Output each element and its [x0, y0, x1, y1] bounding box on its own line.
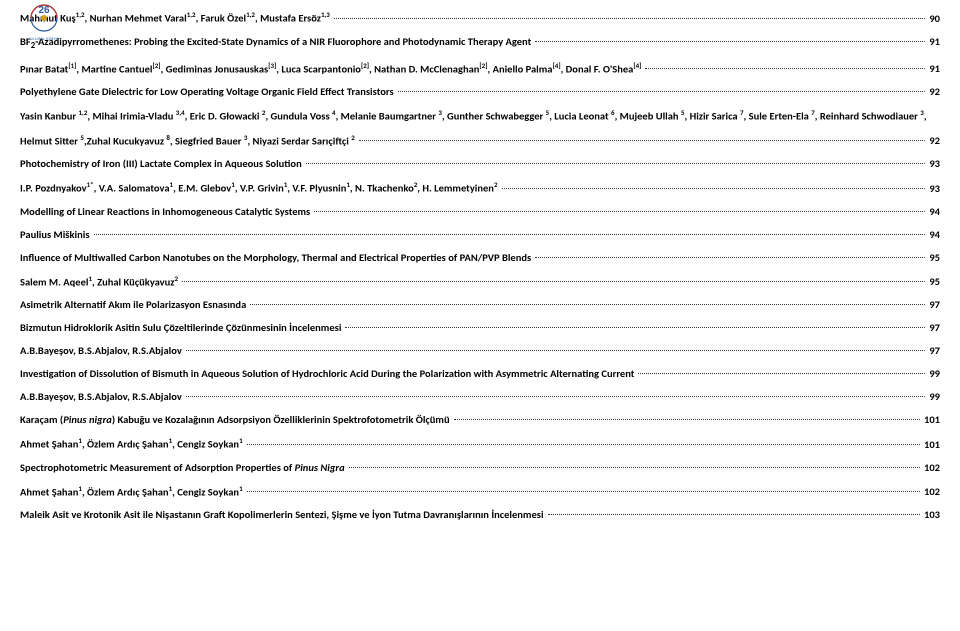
toc-label: Photochemistry of Iron (III) Lactate Com… — [20, 157, 302, 170]
toc-label: Salem M. Aqeel1, Zuhal Küçükyavuz2 — [20, 274, 178, 289]
toc-label: Spectrophotometric Measurement of Adsorp… — [20, 461, 345, 474]
toc-leader-dots — [247, 491, 920, 492]
toc-row: Influence of Multiwalled Carbon Nanotube… — [20, 251, 940, 264]
toc-row: Polyethylene Gate Dielectric for Low Ope… — [20, 85, 940, 98]
toc-leader-dots — [186, 350, 926, 351]
toc-page-number: 99 — [929, 390, 940, 403]
toc-leader-dots — [334, 18, 925, 19]
toc-row: Ahmet Şahan1, Özlem Ardıç Şahan1, Cengiz… — [20, 436, 940, 451]
toc-page-number: 102 — [924, 485, 940, 498]
toc-page-number: 101 — [924, 413, 940, 426]
toc-row: BF2-Azadipyrromethenes: Probing the Exci… — [20, 35, 940, 51]
toc-leader-dots — [548, 514, 921, 515]
toc-leader-dots — [314, 211, 925, 212]
toc-label: A.B.Bayeşov, B.S.Abjalov, R.S.Abjalov — [20, 390, 182, 403]
toc-label: BF2-Azadipyrromethenes: Probing the Exci… — [20, 35, 531, 51]
toc-row: Investigation of Dissolution of Bismuth … — [20, 367, 940, 380]
toc-page-number: 101 — [924, 438, 940, 451]
toc-leader-dots — [398, 91, 926, 92]
svg-text:ULUSAL KİMYA: ULUSAL KİMYA — [30, 36, 59, 41]
toc-page-number: 93 — [929, 157, 940, 170]
toc-leader-dots — [638, 373, 925, 374]
toc-page-number: 92 — [929, 134, 940, 147]
toc-page-number: 91 — [929, 62, 940, 75]
toc-label: A.B.Bayeşov, B.S.Abjalov, R.S.Abjalov — [20, 344, 182, 357]
toc-label: Modelling of Linear Reactions in Inhomog… — [20, 205, 310, 218]
toc-page-number: 103 — [924, 508, 940, 521]
toc-row: Modelling of Linear Reactions in Inhomog… — [20, 205, 940, 218]
toc-page-number: 95 — [929, 251, 940, 264]
toc-row: A.B.Bayeşov, B.S.Abjalov, R.S.Abjalov 97 — [20, 344, 940, 357]
toc-row: I.P. Pozdnyakov1*, V.A. Salomatova1, E.M… — [20, 180, 940, 195]
toc-leader-dots — [247, 444, 920, 445]
toc-row: Yasin Kanbur 1,2, Mihai Irimia-Vladu 3,4… — [20, 108, 940, 123]
toc-leader-dots — [535, 41, 925, 42]
toc-leader-dots — [182, 281, 925, 282]
toc-page-number: 94 — [929, 228, 940, 241]
toc-leader-dots — [645, 68, 925, 69]
toc-label: Asimetrik Alternatif Akım ile Polarizasy… — [20, 298, 246, 311]
svg-text:26: 26 — [38, 5, 50, 16]
toc-page-number: 90 — [929, 12, 940, 25]
toc-label: Maleik Asit ve Krotonik Asit ile Nişasta… — [20, 508, 544, 521]
toc-page: Mahmut Kuş1,2, Nurhan Mehmet Varal1,2, F… — [0, 0, 960, 541]
toc-row: Spectrophotometric Measurement of Adsorp… — [20, 461, 940, 474]
toc-page-number: 92 — [929, 85, 940, 98]
toc-leader-dots — [349, 467, 920, 468]
toc-row: Karaçam (Pinus nigra) Kabuğu ve Kozalağı… — [20, 413, 940, 426]
toc-row: Paulius Miškinis 94 — [20, 228, 940, 241]
toc-label: Mahmut Kuş1,2, Nurhan Mehmet Varal1,2, F… — [20, 10, 330, 25]
toc-leader-dots — [454, 419, 920, 420]
toc-leader-dots — [94, 234, 926, 235]
toc-page-number: 94 — [929, 205, 940, 218]
toc-row: Mahmut Kuş1,2, Nurhan Mehmet Varal1,2, F… — [20, 10, 940, 25]
toc-page-number: 97 — [929, 298, 940, 311]
toc-page-number: 91 — [929, 35, 940, 48]
toc-label: Influence of Multiwalled Carbon Nanotube… — [20, 251, 531, 264]
toc-label: Ahmet Şahan1, Özlem Ardıç Şahan1, Cengiz… — [20, 484, 243, 499]
toc-row: Salem M. Aqeel1, Zuhal Küçükyavuz2 95 — [20, 274, 940, 289]
toc-row: Bizmutun Hidroklorik Asitin Sulu Çözelti… — [20, 321, 940, 334]
toc-page-number: 97 — [929, 321, 940, 334]
toc-label: Karaçam (Pinus nigra) Kabuğu ve Kozalağı… — [20, 413, 450, 426]
toc-leader-dots — [535, 257, 925, 258]
toc-leader-dots — [359, 140, 926, 141]
toc-leader-dots — [250, 304, 925, 305]
toc-row: Photochemistry of Iron (III) Lactate Com… — [20, 157, 940, 170]
toc-label: Helmut Sitter 5,Zuhal Kucukyavuz 8, Sieg… — [20, 133, 355, 148]
toc-leader-dots — [306, 163, 926, 164]
toc-label: Paulius Miškinis — [20, 228, 90, 241]
toc-page-number: 95 — [929, 275, 940, 288]
toc-label: Polyethylene Gate Dielectric for Low Ope… — [20, 85, 394, 98]
toc-leader-dots — [502, 188, 926, 189]
toc-page-number: 97 — [929, 344, 940, 357]
toc-row: Asimetrik Alternatif Akım ile Polarizasy… — [20, 298, 940, 311]
toc-label: Ahmet Şahan1, Özlem Ardıç Şahan1, Cengiz… — [20, 436, 243, 451]
toc-label: Investigation of Dissolution of Bismuth … — [20, 367, 634, 380]
toc-label: Yasin Kanbur 1,2, Mihai Irimia-Vladu 3,4… — [20, 108, 927, 123]
toc-page-number: 102 — [924, 461, 940, 474]
toc-row: Ahmet Şahan1, Özlem Ardıç Şahan1, Cengiz… — [20, 484, 940, 499]
toc-page-number: 99 — [929, 367, 940, 380]
toc-row: Helmut Sitter 5,Zuhal Kucukyavuz 8, Sieg… — [20, 133, 940, 148]
toc-page-number: 93 — [929, 182, 940, 195]
toc-row: Pınar Batat[1], Martine Cantuel[2], Gedi… — [20, 61, 940, 76]
toc-label: Pınar Batat[1], Martine Cantuel[2], Gedi… — [20, 61, 641, 76]
toc-row: A.B.Bayeşov, B.S.Abjalov, R.S.Abjalov 99 — [20, 390, 940, 403]
toc-label: Bizmutun Hidroklorik Asitin Sulu Çözelti… — [20, 321, 341, 334]
toc-leader-dots — [186, 396, 926, 397]
toc-label: I.P. Pozdnyakov1*, V.A. Salomatova1, E.M… — [20, 180, 498, 195]
toc-row: Maleik Asit ve Krotonik Asit ile Nişasta… — [20, 508, 940, 521]
conference-logo: 26 ULUSAL KİMYA — [22, 0, 66, 44]
toc-leader-dots — [345, 327, 925, 328]
